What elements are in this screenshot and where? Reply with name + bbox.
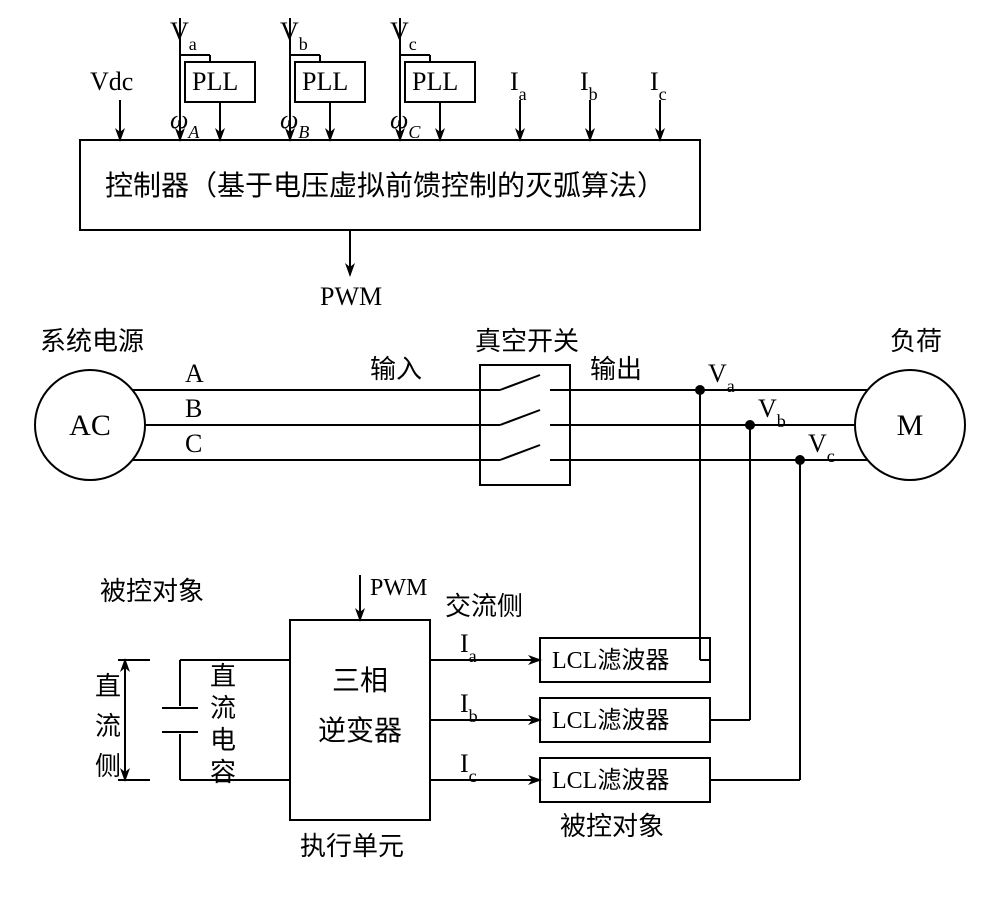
svg-text:ωA: ωA bbox=[170, 105, 200, 142]
svg-text:交流侧: 交流侧 bbox=[445, 592, 523, 621]
svg-text:PLL: PLL bbox=[412, 67, 458, 96]
svg-text:流: 流 bbox=[210, 694, 236, 723]
svg-text:控制器（基于电压虚拟前馈控制的灭弧算法）: 控制器（基于电压虚拟前馈控制的灭弧算法） bbox=[105, 170, 665, 202]
svg-text:负荷: 负荷 bbox=[890, 327, 942, 356]
svg-text:M: M bbox=[897, 409, 924, 442]
svg-text:直: 直 bbox=[210, 662, 236, 691]
svg-text:直: 直 bbox=[95, 672, 121, 701]
svg-text:输出: 输出 bbox=[590, 355, 642, 384]
svg-text:ωC: ωC bbox=[390, 105, 421, 142]
svg-text:执行单元: 执行单元 bbox=[300, 832, 404, 861]
svg-text:PLL: PLL bbox=[302, 67, 348, 96]
svg-text:真空开关: 真空开关 bbox=[475, 327, 579, 356]
svg-text:A: A bbox=[185, 359, 204, 388]
svg-text:逆变器: 逆变器 bbox=[318, 715, 402, 747]
svg-text:电: 电 bbox=[210, 726, 236, 755]
svg-text:LCL滤波器: LCL滤波器 bbox=[552, 707, 669, 734]
svg-text:被控对象: 被控对象 bbox=[100, 577, 204, 606]
svg-text:PWM: PWM bbox=[320, 282, 382, 311]
svg-text:侧: 侧 bbox=[95, 752, 121, 781]
svg-text:流: 流 bbox=[95, 712, 121, 741]
svg-text:Ic: Ic bbox=[650, 67, 667, 104]
svg-text:Vb: Vb bbox=[280, 17, 308, 54]
svg-text:LCL滤波器: LCL滤波器 bbox=[552, 647, 669, 674]
block-diagram: Vdc Va PLL ωA Vb PLL ωB Vc PLL ωC Ia Ib Ic 控制器（基于电压虚拟… bbox=[0, 0, 1000, 914]
svg-text:ωB: ωB bbox=[280, 105, 309, 142]
svg-text:Vc: Vc bbox=[390, 17, 417, 54]
svg-text:Va: Va bbox=[170, 17, 197, 54]
svg-text:容: 容 bbox=[210, 758, 236, 787]
svg-text:Ia: Ia bbox=[510, 67, 527, 104]
svg-text:Vdc: Vdc bbox=[90, 67, 133, 96]
svg-text:C: C bbox=[185, 429, 202, 458]
svg-text:PWM: PWM bbox=[370, 575, 427, 601]
svg-text:被控对象: 被控对象 bbox=[560, 812, 664, 841]
svg-text:B: B bbox=[185, 394, 202, 423]
svg-text:AC: AC bbox=[69, 409, 111, 442]
svg-text:输入: 输入 bbox=[370, 355, 422, 384]
svg-text:PLL: PLL bbox=[192, 67, 238, 96]
svg-text:三相: 三相 bbox=[332, 665, 388, 697]
svg-text:LCL滤波器: LCL滤波器 bbox=[552, 767, 669, 794]
svg-text:Ib: Ib bbox=[580, 67, 598, 104]
svg-text:系统电源: 系统电源 bbox=[40, 327, 144, 356]
